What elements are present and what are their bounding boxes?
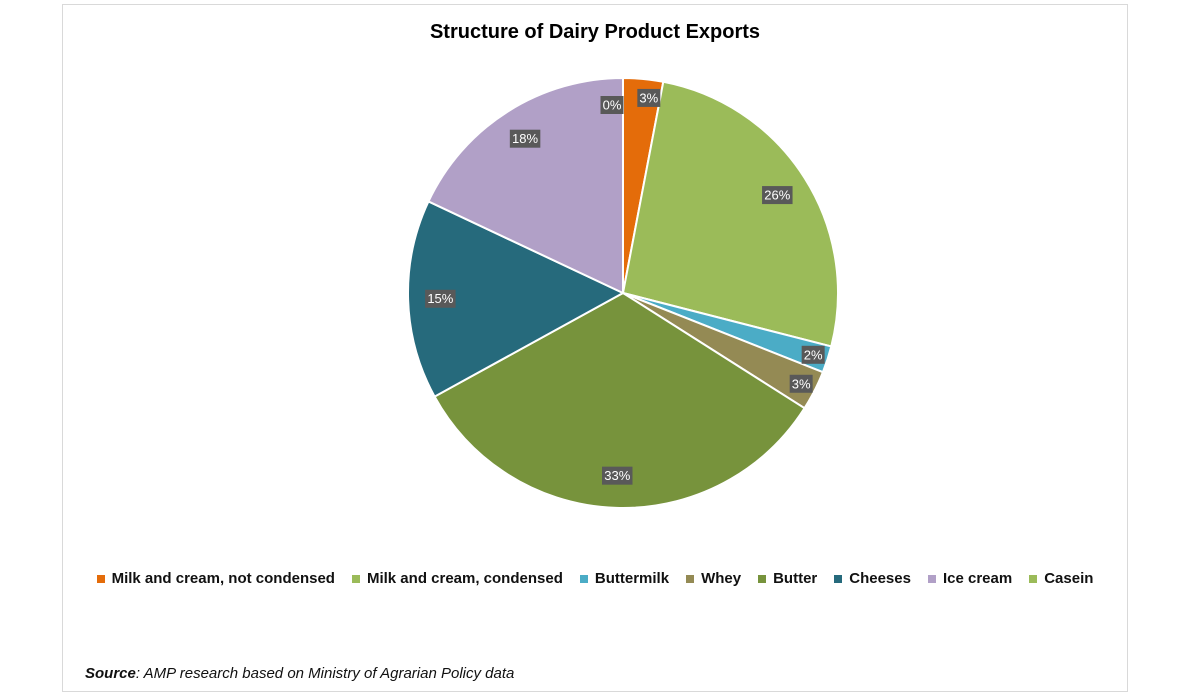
legend-swatch-casein xyxy=(1029,574,1038,583)
data-label-box-buttermilk xyxy=(801,345,825,364)
legend-swatch-whey xyxy=(686,574,695,583)
legend-label-milk-and-cream-condensed: Milk and cream, condensed xyxy=(366,570,563,587)
legend-swatch-cheeses xyxy=(834,574,843,583)
legend-label-butter: Butter xyxy=(773,570,818,587)
source-text: : AMP research based on Ministry of Agra… xyxy=(135,665,515,682)
pie-slice-ice-cream xyxy=(427,76,624,295)
source-prefix: Source xyxy=(85,665,136,682)
legend-label-whey: Whey xyxy=(701,570,742,587)
legend-item-casein: Casein xyxy=(1029,570,1093,587)
legend-item-butter: Butter xyxy=(758,570,817,587)
data-label-text-cheeses: 15% xyxy=(427,291,453,306)
data-label-text-ice-cream: 18% xyxy=(512,131,538,146)
legend-label-cheeses: Cheeses xyxy=(849,570,911,587)
data-label-ice-cream: 18% xyxy=(509,129,541,148)
legend-label-casein: Casein xyxy=(1044,570,1094,587)
legend-swatch-buttermilk xyxy=(579,574,588,583)
legend-swatch-milk-and-cream-not-condensed xyxy=(96,574,105,583)
legend-item-milk-and-cream-condensed: Milk and cream, condensed xyxy=(351,570,563,587)
data-label-casein: 0% xyxy=(600,96,624,114)
legend-swatch-milk-and-cream-condensed xyxy=(351,574,360,583)
data-label-text-whey: 3% xyxy=(792,376,811,391)
chart-frame: Structure of Dairy Product Exports 3% 26%… xyxy=(62,4,1128,692)
legend-item-milk-and-cream-not-condensed: Milk and cream, not condensed xyxy=(96,570,335,587)
data-label-box-whey xyxy=(789,374,813,393)
data-label-buttermilk: 2% xyxy=(801,345,825,364)
legend-swatch-butter xyxy=(758,574,767,583)
data-label-box-milk-and-cream-condensed xyxy=(762,186,793,205)
pie-chart: 3% 26% 2% 3% 33% 15% 18% 0% xyxy=(407,76,839,509)
pie-slice-cheeses xyxy=(407,200,626,398)
data-label-text-milk-and-cream-condensed: 26% xyxy=(764,188,790,203)
legend-item-whey: Whey xyxy=(686,570,741,587)
data-label-box-butter xyxy=(602,466,633,485)
data-label-text-buttermilk: 2% xyxy=(804,347,823,362)
data-label-text-milk-and-cream-not-condensed: 3% xyxy=(639,90,658,105)
data-label-box-milk-and-cream-not-condensed xyxy=(637,88,661,107)
legend: Milk and cream, not condensed Milk and cr… xyxy=(63,570,1127,587)
legend-item-cheeses: Cheeses xyxy=(834,570,911,587)
chart-title: Structure of Dairy Product Exports xyxy=(429,21,761,43)
legend-swatch-ice-cream xyxy=(927,574,936,583)
legend-item-ice-cream: Ice cream xyxy=(927,570,1013,587)
data-label-text-casein: 0% xyxy=(603,98,622,113)
data-label-box-casein xyxy=(600,96,624,114)
legend-label-ice-cream: Ice cream xyxy=(942,570,1013,587)
data-label-box-ice-cream xyxy=(509,129,541,148)
data-label-butter: 33% xyxy=(602,466,633,485)
data-label-whey: 3% xyxy=(789,374,813,393)
legend-item-buttermilk: Buttermilk xyxy=(579,570,670,587)
source-note: Source: AMP research based on Ministry o… xyxy=(85,665,514,682)
data-label-box-cheeses xyxy=(425,289,456,308)
data-label-text-butter: 33% xyxy=(604,468,630,483)
legend-label-buttermilk: Buttermilk xyxy=(594,570,670,587)
data-label-milk-and-cream-condensed: 26% xyxy=(762,186,793,205)
data-label-cheeses: 15% xyxy=(425,289,456,308)
legend-label-milk-and-cream-not-condensed: Milk and cream, not condensed xyxy=(111,570,335,587)
pie-slice-milk-and-cream-condensed xyxy=(621,80,839,348)
data-label-milk-and-cream-not-condensed: 3% xyxy=(637,88,661,107)
